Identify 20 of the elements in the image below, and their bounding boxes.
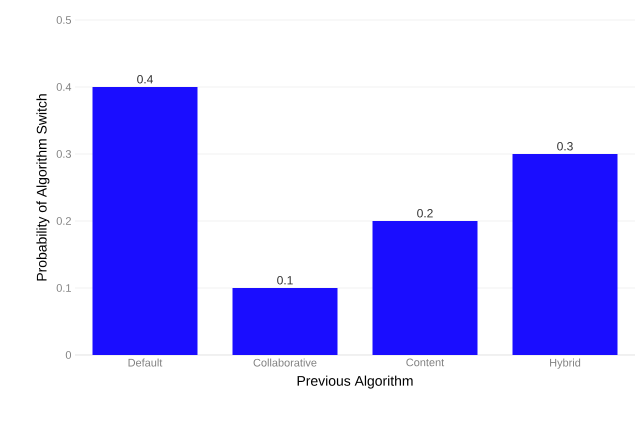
x-axis-title: Previous Algorithm [298, 376, 413, 389]
data-label: 0.1 [277, 276, 293, 284]
x-tick-label: Collaborative [254, 358, 316, 367]
y-tick-label: 0.2 [56, 217, 71, 225]
x-tick-label: Content [406, 358, 444, 366]
y-axis-title: Probability of Algorithm Switch [36, 94, 50, 281]
bar [372, 221, 478, 355]
y-tick-label: 0.1 [56, 284, 71, 292]
data-label: 0.4 [137, 75, 153, 84]
bar [512, 154, 618, 355]
x-tick-label: Hybrid [550, 358, 580, 369]
y-tick-label: 0 [66, 351, 72, 359]
bar [232, 288, 338, 355]
data-label: 0.3 [557, 142, 573, 150]
x-tick-label: Default [128, 358, 162, 367]
data-label: 0.2 [417, 209, 433, 218]
y-tick-label: 0.3 [56, 150, 71, 158]
bar [92, 87, 198, 355]
y-tick-label: 0.5 [56, 16, 72, 24]
y-tick-label: 0.4 [56, 83, 72, 91]
